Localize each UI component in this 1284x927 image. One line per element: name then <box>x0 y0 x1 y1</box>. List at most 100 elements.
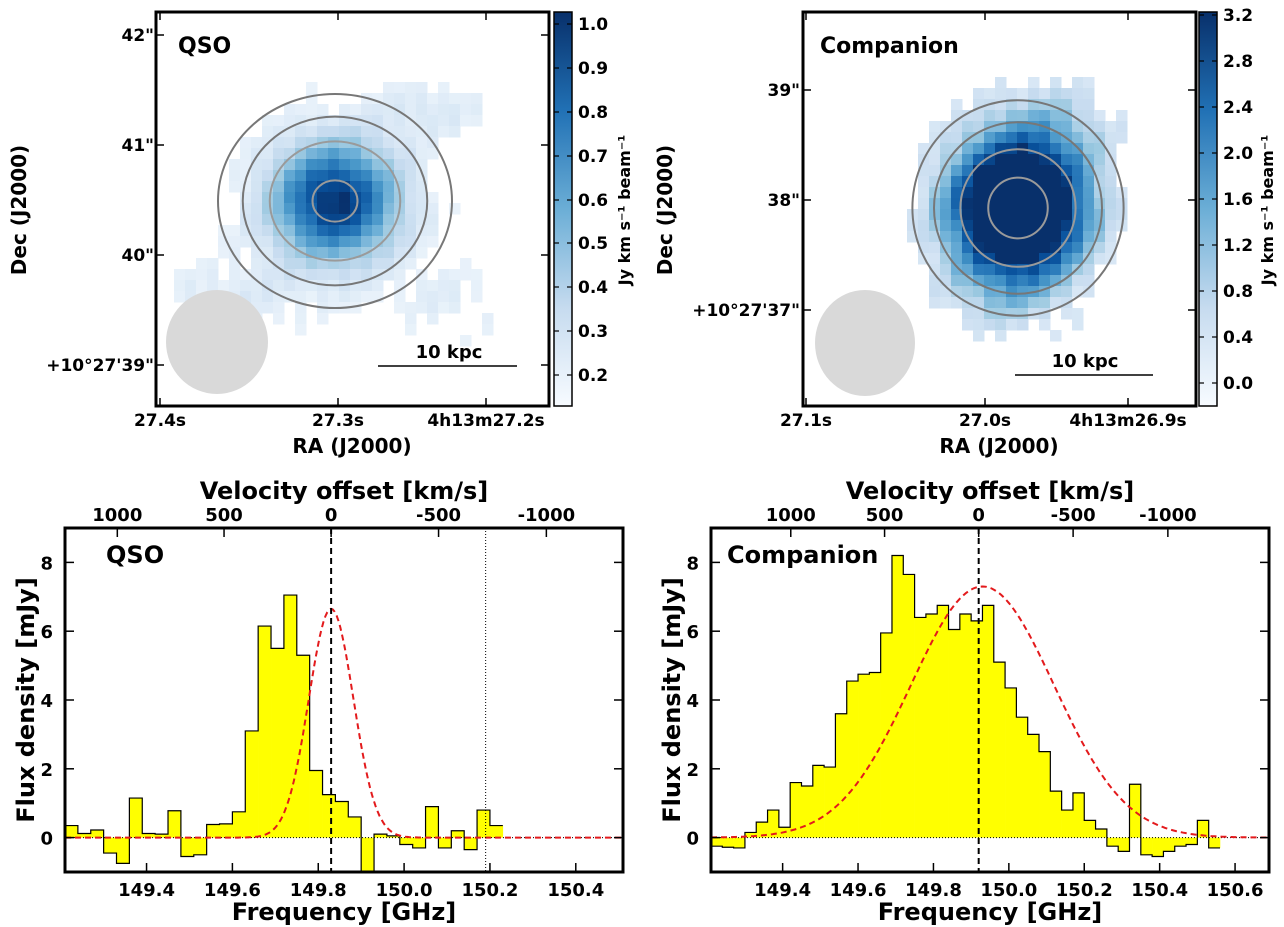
map-pixel <box>273 192 285 204</box>
map-pixel <box>951 187 963 199</box>
map-pixel <box>929 143 941 155</box>
map-pixel <box>240 159 252 171</box>
map-pixel <box>262 192 274 204</box>
map-pixel <box>973 297 985 309</box>
map-pixel <box>427 313 439 325</box>
spectrum-bar <box>180 837 195 857</box>
map-pixel <box>995 187 1007 199</box>
map-pixel <box>361 148 373 160</box>
x-tick-label: 149.4 <box>118 880 175 901</box>
map-pixel <box>1072 308 1084 320</box>
map-pixel <box>918 165 930 177</box>
spectrum-bar <box>1039 751 1051 838</box>
x-axis-label: RA (J2000) <box>292 434 411 458</box>
map-pixel <box>1028 110 1040 122</box>
map-pixel <box>361 126 373 138</box>
map-pixel <box>929 231 941 243</box>
map-pixel <box>405 192 417 204</box>
map-pixel <box>174 269 186 281</box>
map-pixel <box>394 93 406 105</box>
map-pixel <box>273 214 285 226</box>
spectrum-bar <box>219 823 233 838</box>
map-pixel <box>1039 176 1051 188</box>
map-pixel <box>951 286 963 298</box>
map-pixel <box>383 203 395 215</box>
map-pixel <box>1083 220 1095 232</box>
map-pixel <box>295 137 307 149</box>
map-pixel <box>1094 154 1106 166</box>
spectrum-bar <box>790 782 802 838</box>
map-pixel <box>416 170 428 182</box>
map-pixel <box>361 214 373 226</box>
map-pixel <box>1105 231 1117 243</box>
axis-ticks: 149.4 149.6 149.8 150.0 150.2 150.4 150.6 0 2 4 6 8… <box>686 505 1269 901</box>
map-pixel <box>973 286 985 298</box>
spectrum-bar <box>425 806 439 838</box>
map-pixel <box>1072 165 1084 177</box>
x-tick-label: 150.2 <box>461 880 518 901</box>
map-pixel <box>306 280 318 292</box>
map-pixel <box>185 280 197 292</box>
map-pixel <box>1083 143 1095 155</box>
map-pixel <box>951 264 963 276</box>
map-pixel <box>984 88 996 100</box>
map-pixel <box>405 324 417 336</box>
map-pixel <box>1061 187 1073 199</box>
map-pixel <box>1083 231 1095 243</box>
contour-level <box>311 179 359 223</box>
map-pixel <box>394 269 406 281</box>
spectrum-bar <box>1129 784 1142 838</box>
map-pixel <box>482 313 494 325</box>
map-pixel <box>438 93 450 105</box>
map-pixel <box>1050 143 1062 155</box>
map-pixel <box>1083 275 1095 287</box>
map-pixel <box>1050 253 1062 265</box>
map-pixel <box>405 159 417 171</box>
y-axis-label: Flux density [mJy] <box>658 577 686 823</box>
map-pixel <box>1061 275 1073 287</box>
spectrum-bar <box>322 794 336 838</box>
spectrum-panel-qso: 149.4 149.6 149.8 150.0 150.2 150.4 0 2 4 6 8 1000 5… <box>12 477 625 926</box>
map-pixel <box>1006 286 1018 298</box>
map-pixel <box>1006 99 1018 111</box>
map-pixel <box>1039 198 1051 210</box>
map-pixel <box>350 225 362 237</box>
map-pixel <box>262 159 274 171</box>
map-pixel <box>1072 209 1084 221</box>
map-pixel <box>306 203 318 215</box>
map-pixel <box>306 214 318 226</box>
map-pixel <box>1050 110 1062 122</box>
map-pixel <box>471 115 483 127</box>
map-pixel <box>416 291 428 303</box>
spectrum-bar <box>77 833 92 838</box>
map-pixel <box>1072 187 1084 199</box>
map-pixel <box>361 104 373 116</box>
x-tick-label: 149.6 <box>204 880 261 901</box>
map-pixel <box>427 236 439 248</box>
spectrum-bar <box>1152 837 1164 857</box>
map-pixel <box>1006 88 1018 100</box>
map-pixel <box>1072 319 1084 331</box>
spectrum-bar <box>1140 837 1153 855</box>
map-pixel <box>394 137 406 149</box>
spectrum-bar <box>982 605 995 838</box>
map-pixel <box>416 236 428 248</box>
map-pixel <box>262 258 274 270</box>
map-pixel <box>273 148 285 160</box>
map-pixel <box>372 93 384 105</box>
map-pixel <box>918 143 930 155</box>
map-pixel <box>973 110 985 122</box>
map-pixel <box>1061 231 1073 243</box>
map-pixel <box>427 280 439 292</box>
map-pixel <box>339 203 351 215</box>
map-pixel <box>372 203 384 215</box>
map-pixel <box>306 159 318 171</box>
map-pixel <box>306 82 318 94</box>
map-pixel <box>273 236 285 248</box>
map-contours-qso <box>217 92 453 310</box>
map-pixel <box>317 214 329 226</box>
map-pixel <box>962 209 974 221</box>
map-pixel <box>394 291 406 303</box>
map-pixel <box>1094 110 1106 122</box>
map-pixel <box>1072 286 1084 298</box>
